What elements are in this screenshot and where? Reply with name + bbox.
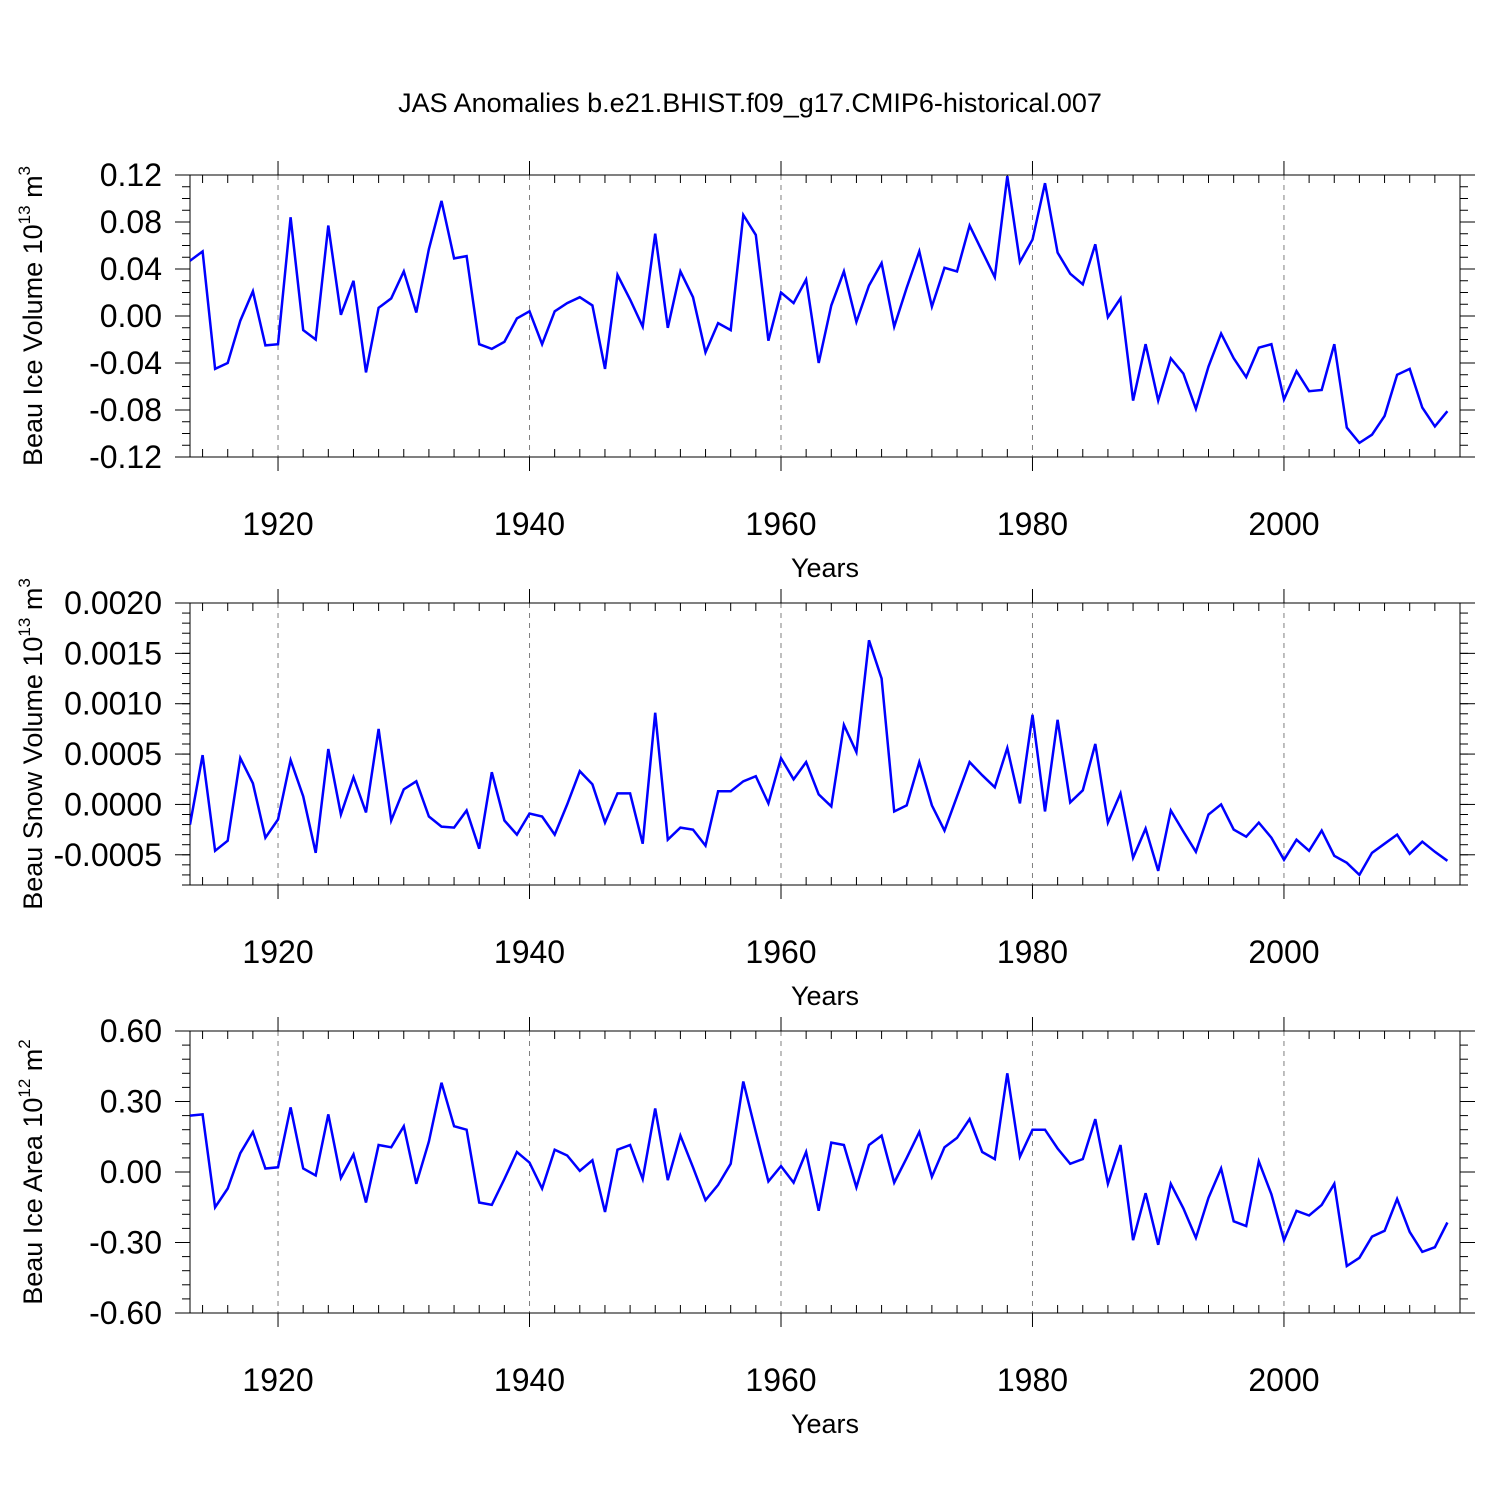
- y-tick-label: -0.08: [89, 392, 162, 428]
- x-tick-label: 1920: [242, 934, 313, 970]
- y-axis-label-part: m: [18, 175, 48, 205]
- y-axis-label-part: 3: [15, 578, 34, 587]
- y-axis-label-part: 3: [15, 166, 34, 175]
- y-tick-label: -0.60: [89, 1295, 162, 1331]
- x-tick-label: 1960: [745, 506, 816, 542]
- x-tick-label: 1940: [494, 934, 565, 970]
- y-axis-label-part: 2: [15, 1039, 34, 1048]
- x-tick-label: 1940: [494, 1362, 565, 1398]
- y-tick-label: 0.00: [100, 298, 162, 334]
- x-tick-label: 1960: [745, 1362, 816, 1398]
- x-tick-label: 1920: [242, 1362, 313, 1398]
- chart-panel-1: -0.12 -0.08 -0.04 0.00 0.04 0.08 0.12 1920 1940 1…: [15, 157, 1475, 583]
- y-tick-label: -0.0005: [53, 837, 162, 873]
- x-axis-label: Years: [791, 553, 859, 583]
- y-tick-label: 0.0020: [64, 585, 162, 621]
- x-tick-label: 1980: [997, 506, 1068, 542]
- y-axis-label-part: Beau Ice Volume 10: [18, 224, 48, 466]
- x-tick-label: 2000: [1248, 506, 1319, 542]
- x-tick-label: 1980: [997, 1362, 1068, 1398]
- y-axis-label-part: 13: [15, 618, 34, 637]
- plot-frame: [189, 174, 1461, 458]
- x-axis-label: Years: [791, 1409, 859, 1439]
- chart-panel-2: -0.0005 0.0000 0.0005 0.0010 0.0015 0.0020 192…: [15, 578, 1475, 1011]
- data-series-line: [190, 639, 1449, 877]
- y-tick-label: 0.60: [100, 1013, 162, 1049]
- x-tick-label: 1980: [997, 934, 1068, 970]
- data-series-line: [190, 176, 1449, 445]
- y-axis-label: Beau Snow Volume 1013 m3: [15, 578, 48, 910]
- y-axis-label-part: Beau Ice Area 10: [18, 1098, 48, 1305]
- y-axis-label-part: 13: [15, 205, 34, 224]
- data-series-line: [190, 1073, 1449, 1269]
- y-tick-label: -0.04: [89, 345, 162, 381]
- x-tick-label: 2000: [1248, 934, 1319, 970]
- y-tick-label: 0.0010: [64, 686, 162, 722]
- y-tick-label: 0.04: [100, 251, 162, 287]
- y-axis-label-part: m: [18, 1049, 48, 1079]
- y-axis-label-part: 12: [15, 1079, 34, 1098]
- plot-frame: [189, 602, 1461, 886]
- y-tick-label: -0.30: [89, 1225, 162, 1261]
- x-tick-label: 2000: [1248, 1362, 1319, 1398]
- y-axis-label: Beau Ice Volume 1013 m3: [15, 166, 48, 466]
- y-axis-label: Beau Ice Area 1012 m2: [15, 1039, 48, 1305]
- y-axis-label-part: m: [18, 588, 48, 618]
- y-tick-label: 0.0000: [64, 786, 162, 822]
- x-tick-label: 1940: [494, 506, 565, 542]
- chart-title: JAS Anomalies b.e21.BHIST.f09_g17.CMIP6-…: [398, 88, 1102, 118]
- y-tick-label: 0.0005: [64, 736, 162, 772]
- x-axis-label: Years: [791, 981, 859, 1011]
- y-tick-label: -0.12: [89, 439, 162, 475]
- x-tick-label: 1920: [242, 506, 313, 542]
- x-tick-label: 1960: [745, 934, 816, 970]
- y-tick-label: 0.0015: [64, 635, 162, 671]
- plot-frame: [189, 1030, 1461, 1314]
- y-tick-label: 0.00: [100, 1154, 162, 1190]
- y-tick-label: 0.30: [100, 1084, 162, 1120]
- y-tick-label: 0.12: [100, 157, 162, 193]
- y-axis-label-part: Beau Snow Volume 10: [18, 637, 48, 910]
- chart-panel-3: -0.60 -0.30 0.00 0.30 0.60 1920 1940 1960 1980 20…: [15, 1013, 1475, 1439]
- y-tick-label: 0.08: [100, 204, 162, 240]
